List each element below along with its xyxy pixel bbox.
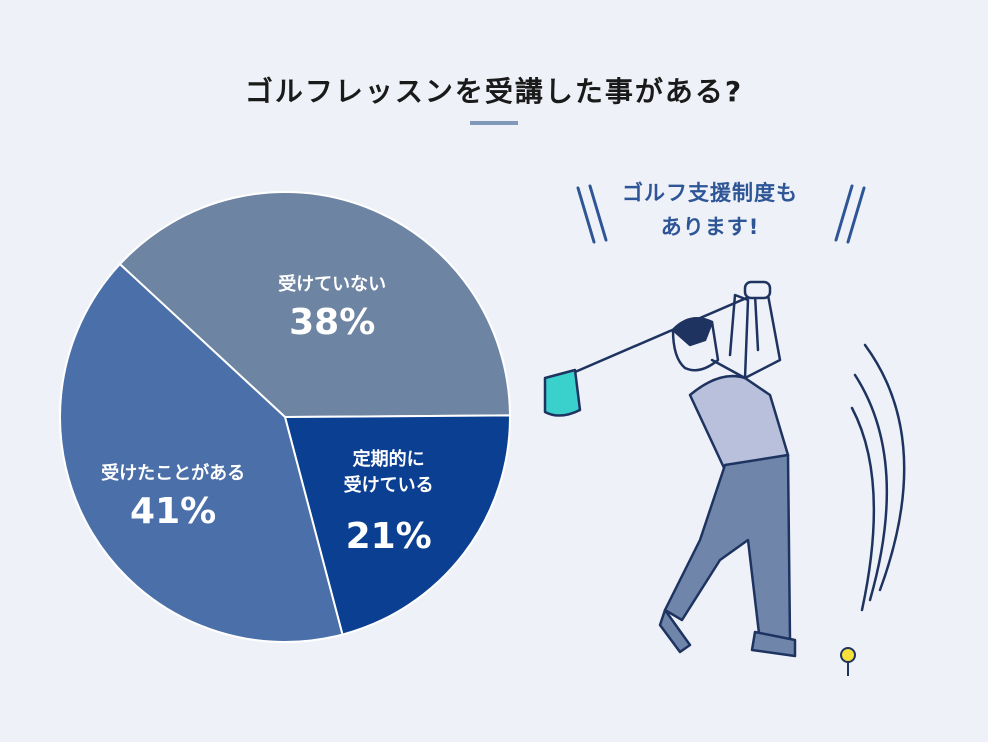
slice-label: 定期的に 受けている (343, 449, 434, 497)
slice-label: 受けていない (278, 274, 387, 296)
pie-slice (59, 262, 344, 643)
slice-value: 38% (289, 302, 376, 344)
title: ゴルフレッスンを受講した事がある? (244, 75, 744, 108)
pie-slice (283, 414, 511, 636)
annotation: ゴルフ支援制度も あります! (622, 181, 798, 239)
ball (840, 647, 856, 663)
slice-value: 21% (345, 516, 432, 558)
title-underline (470, 121, 518, 125)
slice-value: 41% (130, 491, 217, 533)
emphasis-lines (576, 184, 866, 244)
pie-slice (118, 191, 512, 419)
pie (59, 191, 512, 643)
slice-label: 受けたことがある (101, 463, 246, 485)
golfer (543, 280, 906, 658)
